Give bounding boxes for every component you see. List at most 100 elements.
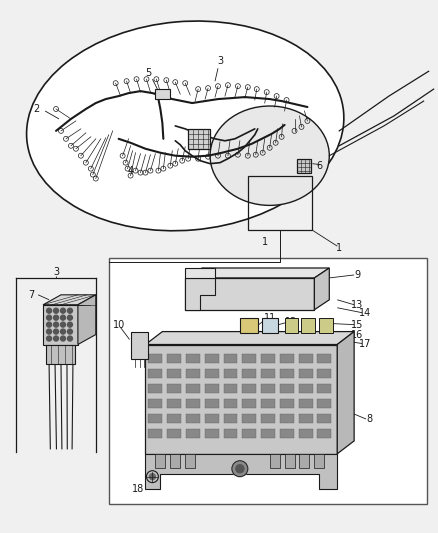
Bar: [314, 454, 324, 468]
Circle shape: [67, 315, 72, 320]
Circle shape: [46, 315, 52, 320]
Circle shape: [53, 308, 59, 313]
Bar: [186, 414, 200, 423]
Polygon shape: [43, 305, 78, 344]
Bar: [261, 399, 275, 408]
Bar: [318, 384, 331, 393]
Text: 18: 18: [132, 483, 145, 494]
Bar: [186, 369, 200, 378]
Polygon shape: [185, 278, 314, 310]
Polygon shape: [155, 89, 170, 99]
Polygon shape: [145, 344, 337, 454]
Polygon shape: [185, 268, 215, 278]
Bar: [280, 429, 294, 438]
Bar: [155, 454, 165, 468]
Bar: [242, 369, 256, 378]
Text: 1: 1: [336, 243, 342, 253]
Text: 13: 13: [351, 300, 363, 310]
Bar: [299, 354, 313, 364]
Polygon shape: [297, 159, 311, 173]
Polygon shape: [46, 344, 75, 365]
Bar: [285, 454, 294, 468]
Bar: [186, 399, 200, 408]
Polygon shape: [301, 318, 315, 333]
Ellipse shape: [27, 21, 344, 231]
Bar: [205, 354, 219, 364]
Bar: [205, 399, 219, 408]
Text: 3: 3: [53, 267, 59, 277]
Bar: [186, 429, 200, 438]
Bar: [167, 354, 181, 364]
Bar: [261, 384, 275, 393]
Text: 10: 10: [113, 320, 125, 329]
Circle shape: [53, 322, 59, 327]
Bar: [299, 369, 313, 378]
Bar: [261, 414, 275, 423]
Polygon shape: [319, 318, 333, 333]
Bar: [280, 354, 294, 364]
Circle shape: [60, 322, 65, 327]
Text: 17: 17: [359, 338, 371, 349]
Bar: [167, 399, 181, 408]
Polygon shape: [314, 268, 329, 310]
Circle shape: [60, 329, 65, 334]
Polygon shape: [131, 332, 148, 359]
Text: 15: 15: [351, 320, 363, 329]
Bar: [205, 369, 219, 378]
Text: 12: 12: [285, 317, 298, 327]
Text: 11: 11: [264, 313, 276, 322]
Text: 5: 5: [145, 68, 152, 78]
Bar: [270, 454, 279, 468]
Bar: [148, 369, 162, 378]
Bar: [223, 429, 237, 438]
Polygon shape: [185, 278, 215, 310]
Bar: [299, 399, 313, 408]
Polygon shape: [337, 332, 354, 454]
Bar: [109, 258, 427, 504]
Bar: [248, 175, 312, 230]
Bar: [148, 399, 162, 408]
Polygon shape: [262, 318, 278, 333]
Text: 3: 3: [217, 56, 223, 66]
Bar: [167, 384, 181, 393]
Bar: [167, 369, 181, 378]
Bar: [223, 354, 237, 364]
Bar: [261, 369, 275, 378]
Bar: [280, 384, 294, 393]
Bar: [148, 429, 162, 438]
Bar: [205, 414, 219, 423]
Circle shape: [46, 322, 52, 327]
Bar: [242, 384, 256, 393]
Circle shape: [149, 474, 155, 480]
Text: 8: 8: [366, 414, 372, 424]
Circle shape: [53, 329, 59, 334]
Bar: [280, 414, 294, 423]
Bar: [148, 384, 162, 393]
Bar: [186, 354, 200, 364]
Polygon shape: [285, 318, 298, 333]
Bar: [205, 429, 219, 438]
Bar: [167, 414, 181, 423]
Bar: [148, 414, 162, 423]
Polygon shape: [188, 129, 210, 149]
Polygon shape: [185, 268, 329, 278]
Circle shape: [67, 329, 72, 334]
Bar: [223, 384, 237, 393]
Circle shape: [67, 322, 72, 327]
Bar: [299, 384, 313, 393]
Bar: [205, 384, 219, 393]
Bar: [148, 354, 162, 364]
Circle shape: [232, 461, 248, 477]
Bar: [170, 454, 180, 468]
Bar: [242, 429, 256, 438]
Circle shape: [236, 465, 244, 473]
Text: 16: 16: [351, 329, 363, 340]
Polygon shape: [78, 295, 96, 344]
Bar: [242, 414, 256, 423]
Bar: [242, 399, 256, 408]
Bar: [223, 369, 237, 378]
Bar: [318, 369, 331, 378]
Bar: [242, 354, 256, 364]
Text: 2: 2: [33, 104, 39, 114]
Text: 7: 7: [28, 290, 34, 300]
